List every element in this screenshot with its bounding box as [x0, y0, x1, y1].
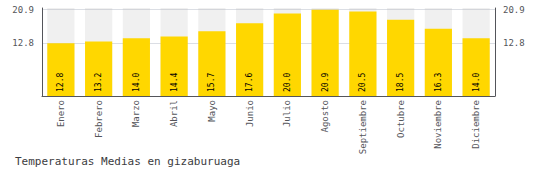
svg-text:Diciembre: Diciembre — [471, 100, 481, 149]
svg-text:20.0: 20.0 — [283, 73, 292, 92]
svg-text:Agosto: Agosto — [320, 100, 330, 133]
svg-text:20.9: 20.9 — [503, 5, 525, 15]
svg-text:Junio: Junio — [245, 100, 255, 127]
svg-text:13.2: 13.2 — [94, 73, 103, 92]
svg-text:14.0: 14.0 — [132, 73, 141, 92]
svg-text:15.7: 15.7 — [207, 73, 216, 92]
svg-text:20.9: 20.9 — [321, 73, 330, 92]
svg-text:14.4: 14.4 — [170, 73, 179, 92]
svg-text:12.8: 12.8 — [12, 38, 34, 48]
svg-text:Abril: Abril — [169, 100, 179, 127]
svg-text:Enero: Enero — [56, 100, 66, 127]
svg-text:20.5: 20.5 — [358, 73, 367, 92]
svg-text:14.0: 14.0 — [472, 73, 481, 92]
svg-text:Temperaturas Medias en gizabur: Temperaturas Medias en gizaburuaga — [15, 155, 240, 168]
svg-text:Febrero: Febrero — [94, 100, 104, 138]
svg-text:12.8: 12.8 — [56, 73, 65, 92]
svg-text:17.6: 17.6 — [245, 73, 254, 92]
svg-text:12.8: 12.8 — [503, 38, 525, 48]
svg-text:Julio: Julio — [282, 100, 292, 127]
svg-text:Mayo: Mayo — [207, 100, 217, 122]
svg-text:Octubre: Octubre — [396, 100, 406, 138]
svg-text:18.5: 18.5 — [396, 73, 405, 92]
svg-text:16.3: 16.3 — [434, 73, 443, 92]
svg-text:Marzo: Marzo — [131, 100, 141, 127]
svg-text:Noviembre: Noviembre — [433, 100, 443, 149]
svg-text:Septiembre: Septiembre — [358, 100, 368, 154]
svg-text:20.9: 20.9 — [12, 5, 34, 15]
